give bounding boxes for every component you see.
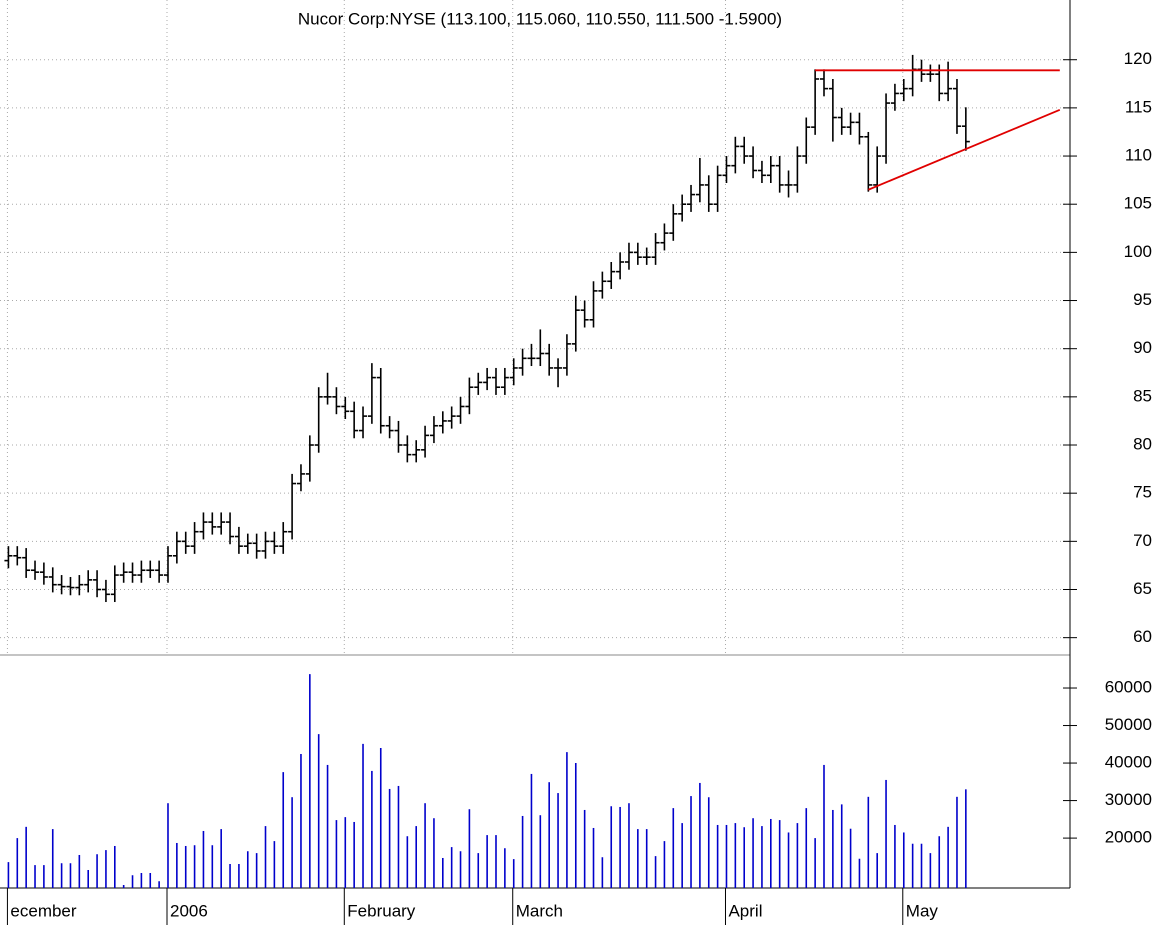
y-tick-label: 115 [1125,97,1152,116]
y-tick-label: 110 [1125,146,1152,165]
y-tick-label: 60 [1133,627,1152,646]
y-tick-label: 120 [1124,49,1152,68]
y-tick-label: 50000 [1105,715,1152,734]
y-tick-label: 75 [1133,483,1152,502]
y-tick-label: 95 [1133,290,1152,309]
y-tick-label: 70 [1133,531,1152,550]
y-tick-label: 20000 [1105,828,1152,847]
x-tick-label: March [516,901,563,920]
y-tick-label: 30000 [1105,790,1152,809]
y-tick-label: 85 [1133,386,1152,405]
x-tick-label: ecember [10,901,76,920]
y-tick-label: 100 [1124,242,1152,261]
y-tick-label: 60000 [1105,678,1152,697]
x-tick-label: May [906,901,939,920]
y-tick-label: 40000 [1105,753,1152,772]
x-tick-label: April [728,901,762,920]
y-tick-label: 90 [1133,338,1152,357]
y-tick-label: 80 [1133,434,1152,453]
y-tick-label: 105 [1124,194,1152,213]
chart-title: Nucor Corp:NYSE (113.100, 115.060, 110.5… [298,9,782,28]
trendline [867,108,1061,191]
x-tick-label: 2006 [170,901,208,920]
x-tick-label: February [347,901,416,920]
y-tick-label: 65 [1133,579,1152,598]
